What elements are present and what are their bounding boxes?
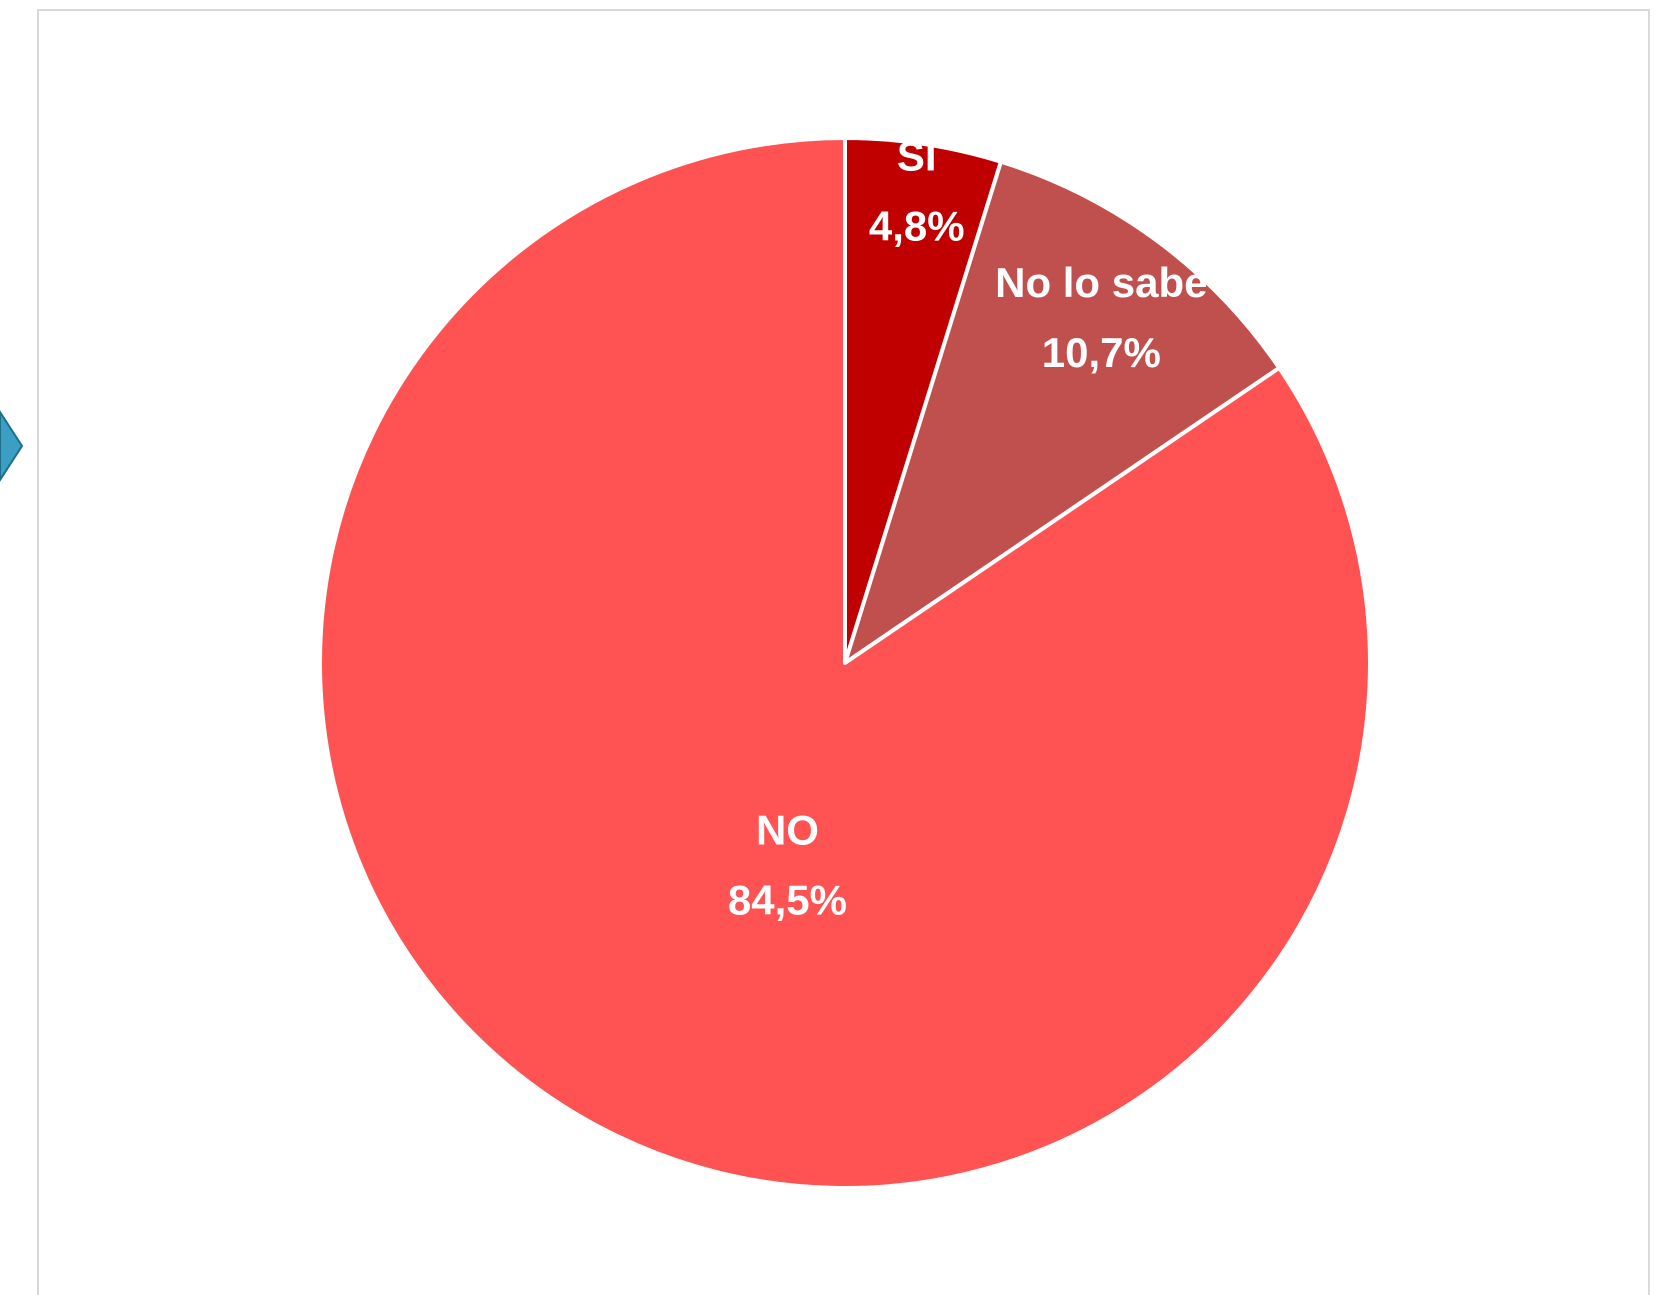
pie-slices xyxy=(318,136,1372,1190)
slice-value-no-lo-sabe: 10,7% xyxy=(1042,329,1161,376)
chevron-right-icon xyxy=(0,410,24,482)
slice-value-si: 4,8% xyxy=(869,202,965,249)
pie-slice-no-lo-sabe xyxy=(843,159,1282,665)
slice-value-no: 84,5% xyxy=(728,877,847,924)
pie-slice-no xyxy=(318,136,1372,1190)
slice-label-si: SI xyxy=(897,132,937,179)
slice-label-no: NO xyxy=(756,807,819,854)
pie-data-labels: SI 4,8% No lo sabe 10,7% NO 84,5% xyxy=(728,132,1208,923)
slice-label-no-lo-sabe: No lo sabe xyxy=(995,259,1207,306)
